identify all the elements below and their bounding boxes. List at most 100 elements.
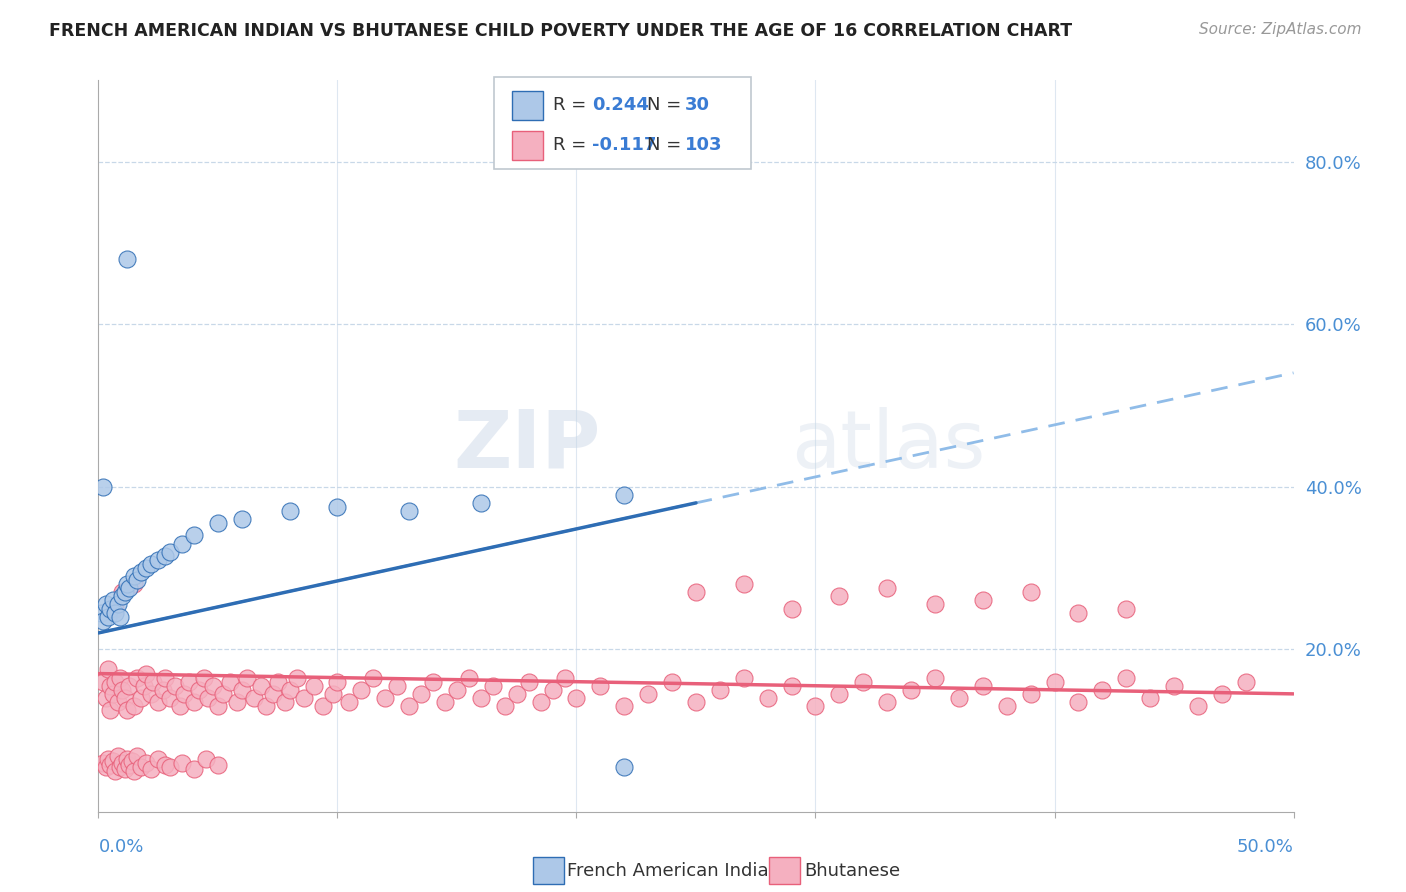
- Point: [995, 699, 1018, 714]
- Point: [1163, 679, 1185, 693]
- Point: [613, 488, 636, 502]
- Point: [139, 763, 162, 777]
- Text: -0.117: -0.117: [592, 136, 657, 154]
- Point: [446, 682, 468, 697]
- Point: [142, 674, 165, 689]
- Point: [118, 581, 141, 595]
- Point: [685, 695, 707, 709]
- Point: [98, 679, 122, 693]
- Point: [267, 674, 290, 689]
- Point: [637, 687, 659, 701]
- Point: [121, 755, 143, 769]
- Point: [131, 760, 153, 774]
- Point: [90, 606, 112, 620]
- Point: [107, 749, 129, 764]
- Point: [422, 674, 444, 689]
- Point: [972, 593, 994, 607]
- Point: [262, 687, 284, 701]
- Point: [470, 690, 492, 705]
- Point: [115, 703, 138, 717]
- Point: [1234, 674, 1257, 689]
- Point: [108, 609, 131, 624]
- Point: [135, 756, 157, 770]
- Point: [924, 598, 946, 612]
- Point: [541, 682, 564, 697]
- Text: Bhutanese: Bhutanese: [804, 862, 900, 880]
- Point: [1019, 687, 1042, 701]
- Point: [530, 695, 553, 709]
- Point: [115, 252, 138, 266]
- Point: [183, 528, 205, 542]
- Text: R =: R =: [553, 136, 592, 154]
- Point: [685, 585, 707, 599]
- Point: [661, 674, 683, 689]
- Point: [135, 561, 157, 575]
- Point: [780, 601, 803, 615]
- Point: [139, 687, 162, 701]
- Point: [804, 699, 827, 714]
- Point: [1115, 671, 1137, 685]
- Point: [98, 601, 122, 615]
- Point: [285, 671, 308, 685]
- Point: [924, 671, 946, 685]
- Point: [780, 679, 803, 693]
- Point: [101, 593, 124, 607]
- Point: [159, 690, 181, 705]
- Point: [163, 679, 186, 693]
- Point: [1091, 682, 1114, 697]
- Point: [481, 679, 505, 693]
- Text: French American Indians: French American Indians: [567, 862, 789, 880]
- Point: [506, 687, 529, 701]
- Point: [339, 695, 361, 709]
- Point: [207, 757, 229, 772]
- Point: [219, 674, 242, 689]
- Point: [207, 516, 229, 531]
- Point: [155, 757, 177, 772]
- Point: [1139, 690, 1161, 705]
- Point: [411, 687, 433, 701]
- Point: [159, 544, 181, 558]
- Text: atlas: atlas: [792, 407, 986, 485]
- Point: [179, 674, 201, 689]
- Point: [195, 752, 218, 766]
- Point: [97, 609, 120, 624]
- Point: [148, 752, 170, 766]
- Text: N =: N =: [647, 96, 686, 114]
- Text: FRENCH AMERICAN INDIAN VS BHUTANESE CHILD POVERTY UNDER THE AGE OF 16 CORRELATIO: FRENCH AMERICAN INDIAN VS BHUTANESE CHIL…: [49, 22, 1073, 40]
- Point: [172, 536, 194, 550]
- Point: [159, 760, 181, 774]
- Point: [1019, 585, 1042, 599]
- Point: [197, 690, 219, 705]
- Point: [828, 687, 851, 701]
- Point: [207, 699, 229, 714]
- Text: 30: 30: [685, 96, 710, 114]
- Point: [183, 695, 205, 709]
- Point: [1211, 687, 1233, 701]
- Point: [97, 663, 120, 677]
- Point: [118, 679, 141, 693]
- Point: [733, 671, 755, 685]
- Point: [101, 755, 124, 769]
- Point: [94, 598, 117, 612]
- Point: [458, 671, 481, 685]
- Point: [172, 756, 194, 770]
- Point: [554, 671, 576, 685]
- Point: [470, 496, 492, 510]
- Point: [131, 690, 153, 705]
- Point: [91, 614, 114, 628]
- Point: [148, 553, 170, 567]
- Point: [104, 764, 127, 778]
- Text: 103: 103: [685, 136, 723, 154]
- Text: 50.0%: 50.0%: [1237, 838, 1294, 856]
- Point: [312, 699, 335, 714]
- Point: [494, 699, 516, 714]
- Point: [148, 695, 170, 709]
- Point: [398, 699, 420, 714]
- Point: [613, 760, 636, 774]
- Point: [111, 590, 134, 604]
- Point: [111, 682, 134, 697]
- Point: [104, 601, 127, 615]
- Point: [972, 679, 994, 693]
- Point: [118, 757, 141, 772]
- Point: [274, 695, 297, 709]
